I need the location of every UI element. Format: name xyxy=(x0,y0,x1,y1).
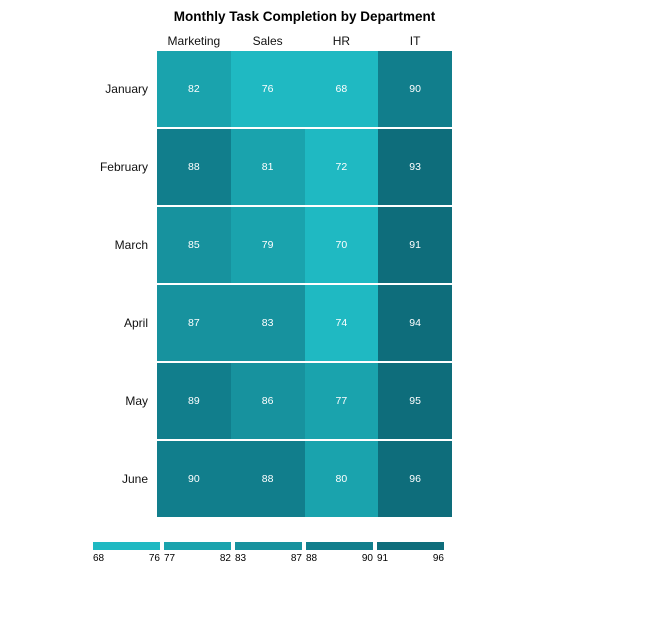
legend-bin-range: 77 82 xyxy=(164,553,231,564)
column-header-hr: HR xyxy=(332,34,351,48)
heatmap-cell: 94 xyxy=(378,285,452,361)
legend-bin-min: 68 xyxy=(93,553,105,564)
chart-title: Monthly Task Completion by Department xyxy=(173,9,436,24)
heatmap-cell: 90 xyxy=(378,51,452,127)
legend-bin: 68 76 xyxy=(93,542,160,564)
heatmap-cell: 72 xyxy=(304,129,379,205)
heatmap-cell: 82 xyxy=(157,51,231,127)
heatmap-cell: 80 xyxy=(304,441,379,517)
heatmap-cell: 95 xyxy=(378,363,452,439)
legend-bin-range: 88 90 xyxy=(306,553,373,564)
row-label-january: January xyxy=(90,51,157,127)
heatmap-cell: 91 xyxy=(378,207,452,283)
heatmap-grid: January 82 76 68 90 February 88 81 72 93 March 85 79… xyxy=(90,51,460,517)
legend-bin-max: 87 xyxy=(290,553,302,564)
legend-bin-min: 88 xyxy=(306,553,318,564)
legend-bin-swatch xyxy=(93,542,160,550)
legend-bin-max: 82 xyxy=(219,553,231,564)
column-headers: Marketing Sales HR IT xyxy=(157,34,460,49)
legend-bin-swatch xyxy=(306,542,373,550)
legend-bin-max: 96 xyxy=(432,553,444,564)
heatmap-cell: 90 xyxy=(157,441,231,517)
row-label-february: February xyxy=(90,129,157,205)
heatmap-cell: 86 xyxy=(230,363,305,439)
row-label-may: May xyxy=(90,363,157,439)
legend-bin-range: 83 87 xyxy=(235,553,302,564)
legend-bin-range: 91 96 xyxy=(377,553,444,564)
legend-bin: 88 90 xyxy=(306,542,373,564)
legend-bin-min: 77 xyxy=(164,553,176,564)
legend-bin-swatch xyxy=(164,542,231,550)
color-legend: 68 76 77 82 83 87 88 90 91 96 xyxy=(93,542,444,564)
heatmap-cell: 93 xyxy=(378,129,452,205)
heatmap-chart: Monthly Task Completion by Department Ma… xyxy=(90,8,460,564)
heatmap-cell: 76 xyxy=(230,51,305,127)
heatmap-cell: 89 xyxy=(157,363,231,439)
column-header-it: IT xyxy=(409,34,421,48)
legend-bin: 77 82 xyxy=(164,542,231,564)
row-label-june: June xyxy=(90,441,157,517)
legend-bin-min: 91 xyxy=(377,553,389,564)
heatmap-cell: 88 xyxy=(157,129,231,205)
heatmap-cell: 85 xyxy=(157,207,231,283)
legend-bin-swatch xyxy=(235,542,302,550)
heatmap-cell: 81 xyxy=(230,129,305,205)
heatmap-cell: 70 xyxy=(304,207,379,283)
legend-bin-max: 90 xyxy=(361,553,373,564)
row-label-april: April xyxy=(90,285,157,361)
heatmap-cell: 74 xyxy=(304,285,379,361)
heatmap-cell: 87 xyxy=(157,285,231,361)
legend-bin-max: 76 xyxy=(148,553,160,564)
column-header-sales: Sales xyxy=(252,34,283,48)
column-header-marketing: Marketing xyxy=(167,34,221,48)
heatmap-cell: 96 xyxy=(378,441,452,517)
legend-bin: 83 87 xyxy=(235,542,302,564)
heatmap-cell: 68 xyxy=(304,51,379,127)
heatmap-cell: 83 xyxy=(230,285,305,361)
legend-bin: 91 96 xyxy=(377,542,444,564)
heatmap-cell: 88 xyxy=(230,441,305,517)
legend-bin-swatch xyxy=(377,542,444,550)
heatmap-cell: 79 xyxy=(230,207,305,283)
legend-bin-min: 83 xyxy=(235,553,247,564)
legend-bin-range: 68 76 xyxy=(93,553,160,564)
row-label-march: March xyxy=(90,207,157,283)
heatmap-cell: 77 xyxy=(304,363,379,439)
